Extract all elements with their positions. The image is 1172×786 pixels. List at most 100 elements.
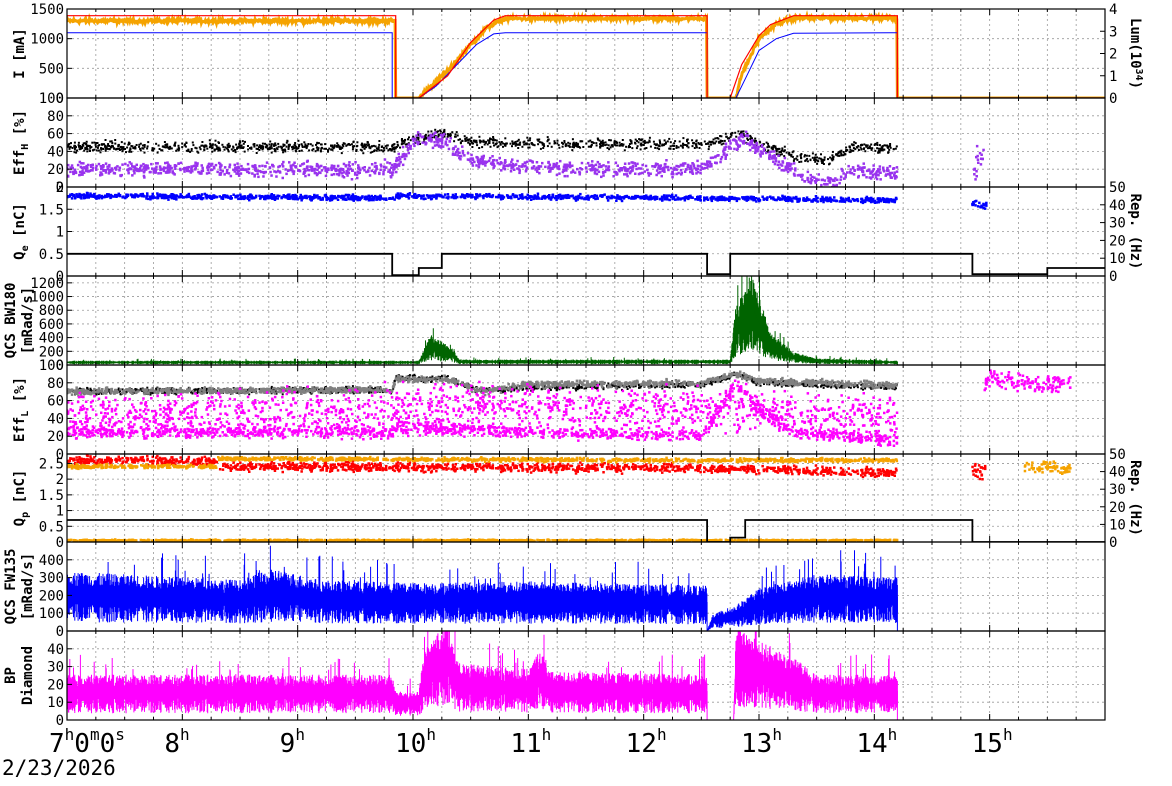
data-point — [504, 137, 506, 139]
data-point — [700, 142, 702, 144]
data-point — [470, 157, 473, 160]
data-point — [617, 165, 620, 168]
data-point — [814, 156, 816, 158]
data-point — [557, 196, 560, 199]
data-point — [69, 171, 72, 174]
data-point — [719, 135, 721, 137]
data-point — [571, 149, 573, 151]
data-point — [975, 170, 978, 173]
data-point — [351, 178, 354, 181]
series-eff_her-2 — [973, 145, 985, 181]
data-point — [286, 140, 288, 142]
data-point — [511, 145, 513, 147]
data-point — [665, 143, 667, 145]
data-point — [425, 142, 428, 145]
data-point — [721, 156, 724, 159]
data-point — [425, 134, 427, 136]
data-point — [316, 194, 319, 197]
data-point — [200, 171, 203, 174]
data-point — [612, 175, 615, 178]
data-point — [536, 170, 539, 173]
data-point — [547, 161, 550, 164]
data-point — [458, 139, 460, 141]
data-point — [271, 152, 273, 154]
data-point — [349, 144, 351, 146]
data-point — [804, 199, 807, 202]
data-point — [79, 161, 82, 164]
data-point — [493, 165, 496, 168]
data-point — [661, 175, 664, 178]
data-point — [469, 138, 471, 140]
data-point — [292, 164, 295, 167]
data-point — [509, 164, 512, 167]
data-point — [776, 151, 778, 153]
data-point — [630, 197, 633, 200]
data-point — [121, 163, 124, 166]
x-tick-label: 9h — [280, 725, 305, 759]
data-point — [504, 160, 507, 163]
data-point — [976, 145, 979, 148]
data-point — [565, 168, 568, 171]
data-point — [733, 148, 736, 151]
data-point — [74, 196, 77, 199]
data-point — [678, 146, 680, 148]
data-point — [178, 145, 180, 147]
data-point — [415, 141, 418, 144]
data-point — [462, 152, 465, 155]
data-point — [806, 158, 808, 160]
data-point — [863, 148, 865, 150]
data-point — [699, 196, 702, 199]
data-point — [105, 145, 107, 147]
data-point — [294, 147, 296, 149]
data-point — [655, 163, 658, 166]
data-point — [438, 134, 440, 136]
data-point — [316, 165, 319, 168]
data-point — [645, 165, 648, 168]
data-point — [798, 161, 800, 163]
data-point — [180, 162, 183, 165]
data-point — [854, 148, 856, 150]
data-point — [636, 147, 638, 149]
data-point — [161, 149, 163, 151]
data-point — [165, 171, 168, 174]
data-point — [852, 144, 854, 146]
data-point — [163, 170, 166, 173]
data-point — [382, 173, 385, 176]
data-point — [130, 148, 132, 150]
data-point — [259, 197, 262, 200]
data-point — [308, 174, 311, 177]
data-point — [201, 141, 203, 143]
data-point — [377, 197, 380, 200]
data-point — [140, 143, 142, 145]
data-point — [548, 139, 550, 141]
data-point — [581, 168, 584, 171]
data-point — [492, 142, 494, 144]
data-point — [211, 169, 214, 172]
data-point — [405, 143, 407, 145]
data-point — [659, 198, 662, 201]
data-point — [659, 168, 662, 171]
data-point — [105, 171, 108, 174]
data-point — [607, 147, 609, 149]
data-point — [261, 165, 264, 168]
data-point — [844, 153, 846, 155]
data-point — [379, 169, 382, 172]
data-point — [861, 167, 864, 170]
data-point — [374, 149, 376, 151]
data-point — [170, 167, 173, 170]
data-point — [813, 198, 816, 201]
data-point — [810, 159, 812, 161]
data-point — [878, 148, 880, 150]
data-point — [230, 175, 233, 178]
data-point — [234, 164, 237, 167]
data-point — [114, 139, 116, 141]
data-point — [558, 144, 560, 146]
data-point — [387, 144, 389, 146]
data-point — [86, 150, 88, 152]
data-point — [394, 151, 396, 153]
data-point — [889, 165, 892, 168]
data-point — [747, 135, 750, 138]
data-point — [306, 145, 308, 147]
data-point — [284, 168, 287, 171]
data-point — [708, 148, 710, 150]
